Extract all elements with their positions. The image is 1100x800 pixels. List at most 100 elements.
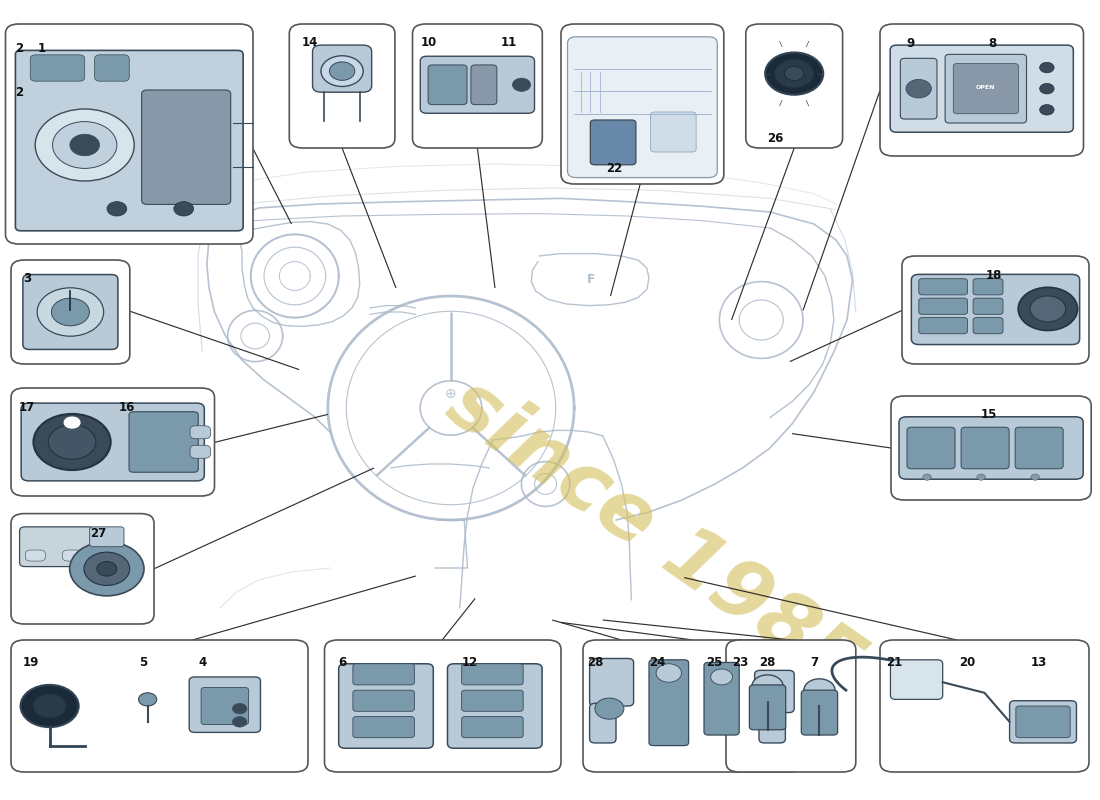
- Text: 2: 2: [15, 86, 23, 98]
- FancyBboxPatch shape: [650, 112, 696, 152]
- FancyBboxPatch shape: [961, 427, 1009, 469]
- Circle shape: [35, 109, 134, 181]
- Text: 21: 21: [887, 656, 902, 669]
- Circle shape: [752, 675, 783, 698]
- FancyBboxPatch shape: [900, 58, 937, 119]
- Circle shape: [977, 474, 986, 480]
- Circle shape: [69, 542, 144, 596]
- FancyBboxPatch shape: [190, 426, 210, 438]
- FancyBboxPatch shape: [462, 664, 524, 685]
- FancyBboxPatch shape: [25, 550, 45, 561]
- Circle shape: [906, 79, 932, 98]
- Text: 4: 4: [198, 656, 207, 669]
- Circle shape: [37, 288, 103, 336]
- Circle shape: [63, 416, 81, 429]
- Text: 14: 14: [302, 37, 318, 50]
- FancyBboxPatch shape: [201, 687, 249, 725]
- Circle shape: [84, 552, 130, 586]
- FancyBboxPatch shape: [11, 514, 154, 624]
- FancyBboxPatch shape: [471, 65, 497, 105]
- FancyBboxPatch shape: [704, 662, 739, 735]
- FancyBboxPatch shape: [902, 256, 1089, 364]
- Circle shape: [513, 78, 530, 91]
- FancyBboxPatch shape: [801, 690, 837, 735]
- Circle shape: [21, 685, 79, 727]
- FancyBboxPatch shape: [561, 24, 724, 184]
- Circle shape: [321, 56, 363, 86]
- FancyBboxPatch shape: [759, 711, 785, 743]
- FancyBboxPatch shape: [590, 658, 634, 706]
- FancyBboxPatch shape: [6, 24, 253, 244]
- Circle shape: [174, 202, 194, 216]
- FancyBboxPatch shape: [462, 690, 524, 711]
- Circle shape: [711, 669, 733, 685]
- Circle shape: [97, 562, 117, 576]
- FancyBboxPatch shape: [918, 298, 968, 314]
- Circle shape: [595, 698, 624, 719]
- FancyBboxPatch shape: [746, 24, 843, 148]
- Circle shape: [1040, 105, 1054, 115]
- Text: 15: 15: [981, 409, 998, 422]
- Text: 28: 28: [587, 656, 604, 669]
- Text: 28: 28: [759, 656, 775, 669]
- Text: since 1985: since 1985: [432, 364, 877, 708]
- Text: 11: 11: [500, 37, 517, 50]
- FancyBboxPatch shape: [891, 396, 1091, 500]
- FancyBboxPatch shape: [142, 90, 231, 205]
- Text: 6: 6: [339, 656, 346, 669]
- Text: 9: 9: [906, 37, 915, 50]
- FancyBboxPatch shape: [590, 703, 616, 743]
- Text: 24: 24: [649, 656, 666, 669]
- FancyBboxPatch shape: [420, 56, 535, 114]
- FancyBboxPatch shape: [428, 65, 468, 105]
- FancyBboxPatch shape: [31, 54, 85, 82]
- FancyBboxPatch shape: [190, 446, 210, 458]
- Text: 19: 19: [23, 656, 40, 669]
- Text: 18: 18: [986, 269, 1002, 282]
- FancyBboxPatch shape: [1010, 701, 1077, 743]
- FancyBboxPatch shape: [1015, 427, 1064, 469]
- Circle shape: [1040, 62, 1054, 73]
- Circle shape: [766, 53, 823, 94]
- FancyBboxPatch shape: [918, 278, 968, 295]
- FancyBboxPatch shape: [880, 640, 1089, 772]
- Circle shape: [923, 474, 932, 480]
- FancyBboxPatch shape: [945, 54, 1026, 123]
- FancyBboxPatch shape: [289, 24, 395, 148]
- FancyBboxPatch shape: [462, 717, 524, 738]
- FancyBboxPatch shape: [891, 660, 943, 699]
- FancyBboxPatch shape: [591, 120, 636, 165]
- FancyBboxPatch shape: [412, 24, 542, 148]
- Text: 20: 20: [959, 656, 976, 669]
- FancyBboxPatch shape: [1016, 706, 1070, 738]
- Circle shape: [329, 62, 355, 80]
- FancyBboxPatch shape: [583, 640, 803, 772]
- FancyBboxPatch shape: [21, 403, 205, 481]
- Circle shape: [1019, 287, 1078, 330]
- FancyBboxPatch shape: [649, 660, 689, 746]
- FancyBboxPatch shape: [353, 717, 415, 738]
- FancyBboxPatch shape: [339, 664, 433, 748]
- Text: 2: 2: [15, 42, 23, 54]
- Text: OPEN: OPEN: [976, 85, 996, 90]
- Circle shape: [48, 425, 96, 459]
- Text: 27: 27: [90, 527, 106, 540]
- Text: F: F: [586, 273, 595, 286]
- Text: 26: 26: [767, 132, 783, 145]
- Text: ⊕: ⊕: [446, 386, 456, 401]
- Circle shape: [33, 694, 66, 718]
- FancyBboxPatch shape: [974, 318, 1003, 334]
- Text: 17: 17: [19, 401, 35, 414]
- FancyBboxPatch shape: [11, 640, 308, 772]
- FancyBboxPatch shape: [11, 388, 214, 496]
- Circle shape: [804, 679, 835, 702]
- Text: 5: 5: [139, 656, 147, 669]
- Text: 10: 10: [420, 37, 437, 50]
- Circle shape: [1031, 474, 1040, 480]
- Text: 13: 13: [1031, 656, 1047, 669]
- FancyBboxPatch shape: [880, 24, 1084, 156]
- FancyBboxPatch shape: [189, 677, 261, 733]
- FancyBboxPatch shape: [312, 45, 372, 92]
- Circle shape: [232, 703, 248, 714]
- Circle shape: [139, 693, 156, 706]
